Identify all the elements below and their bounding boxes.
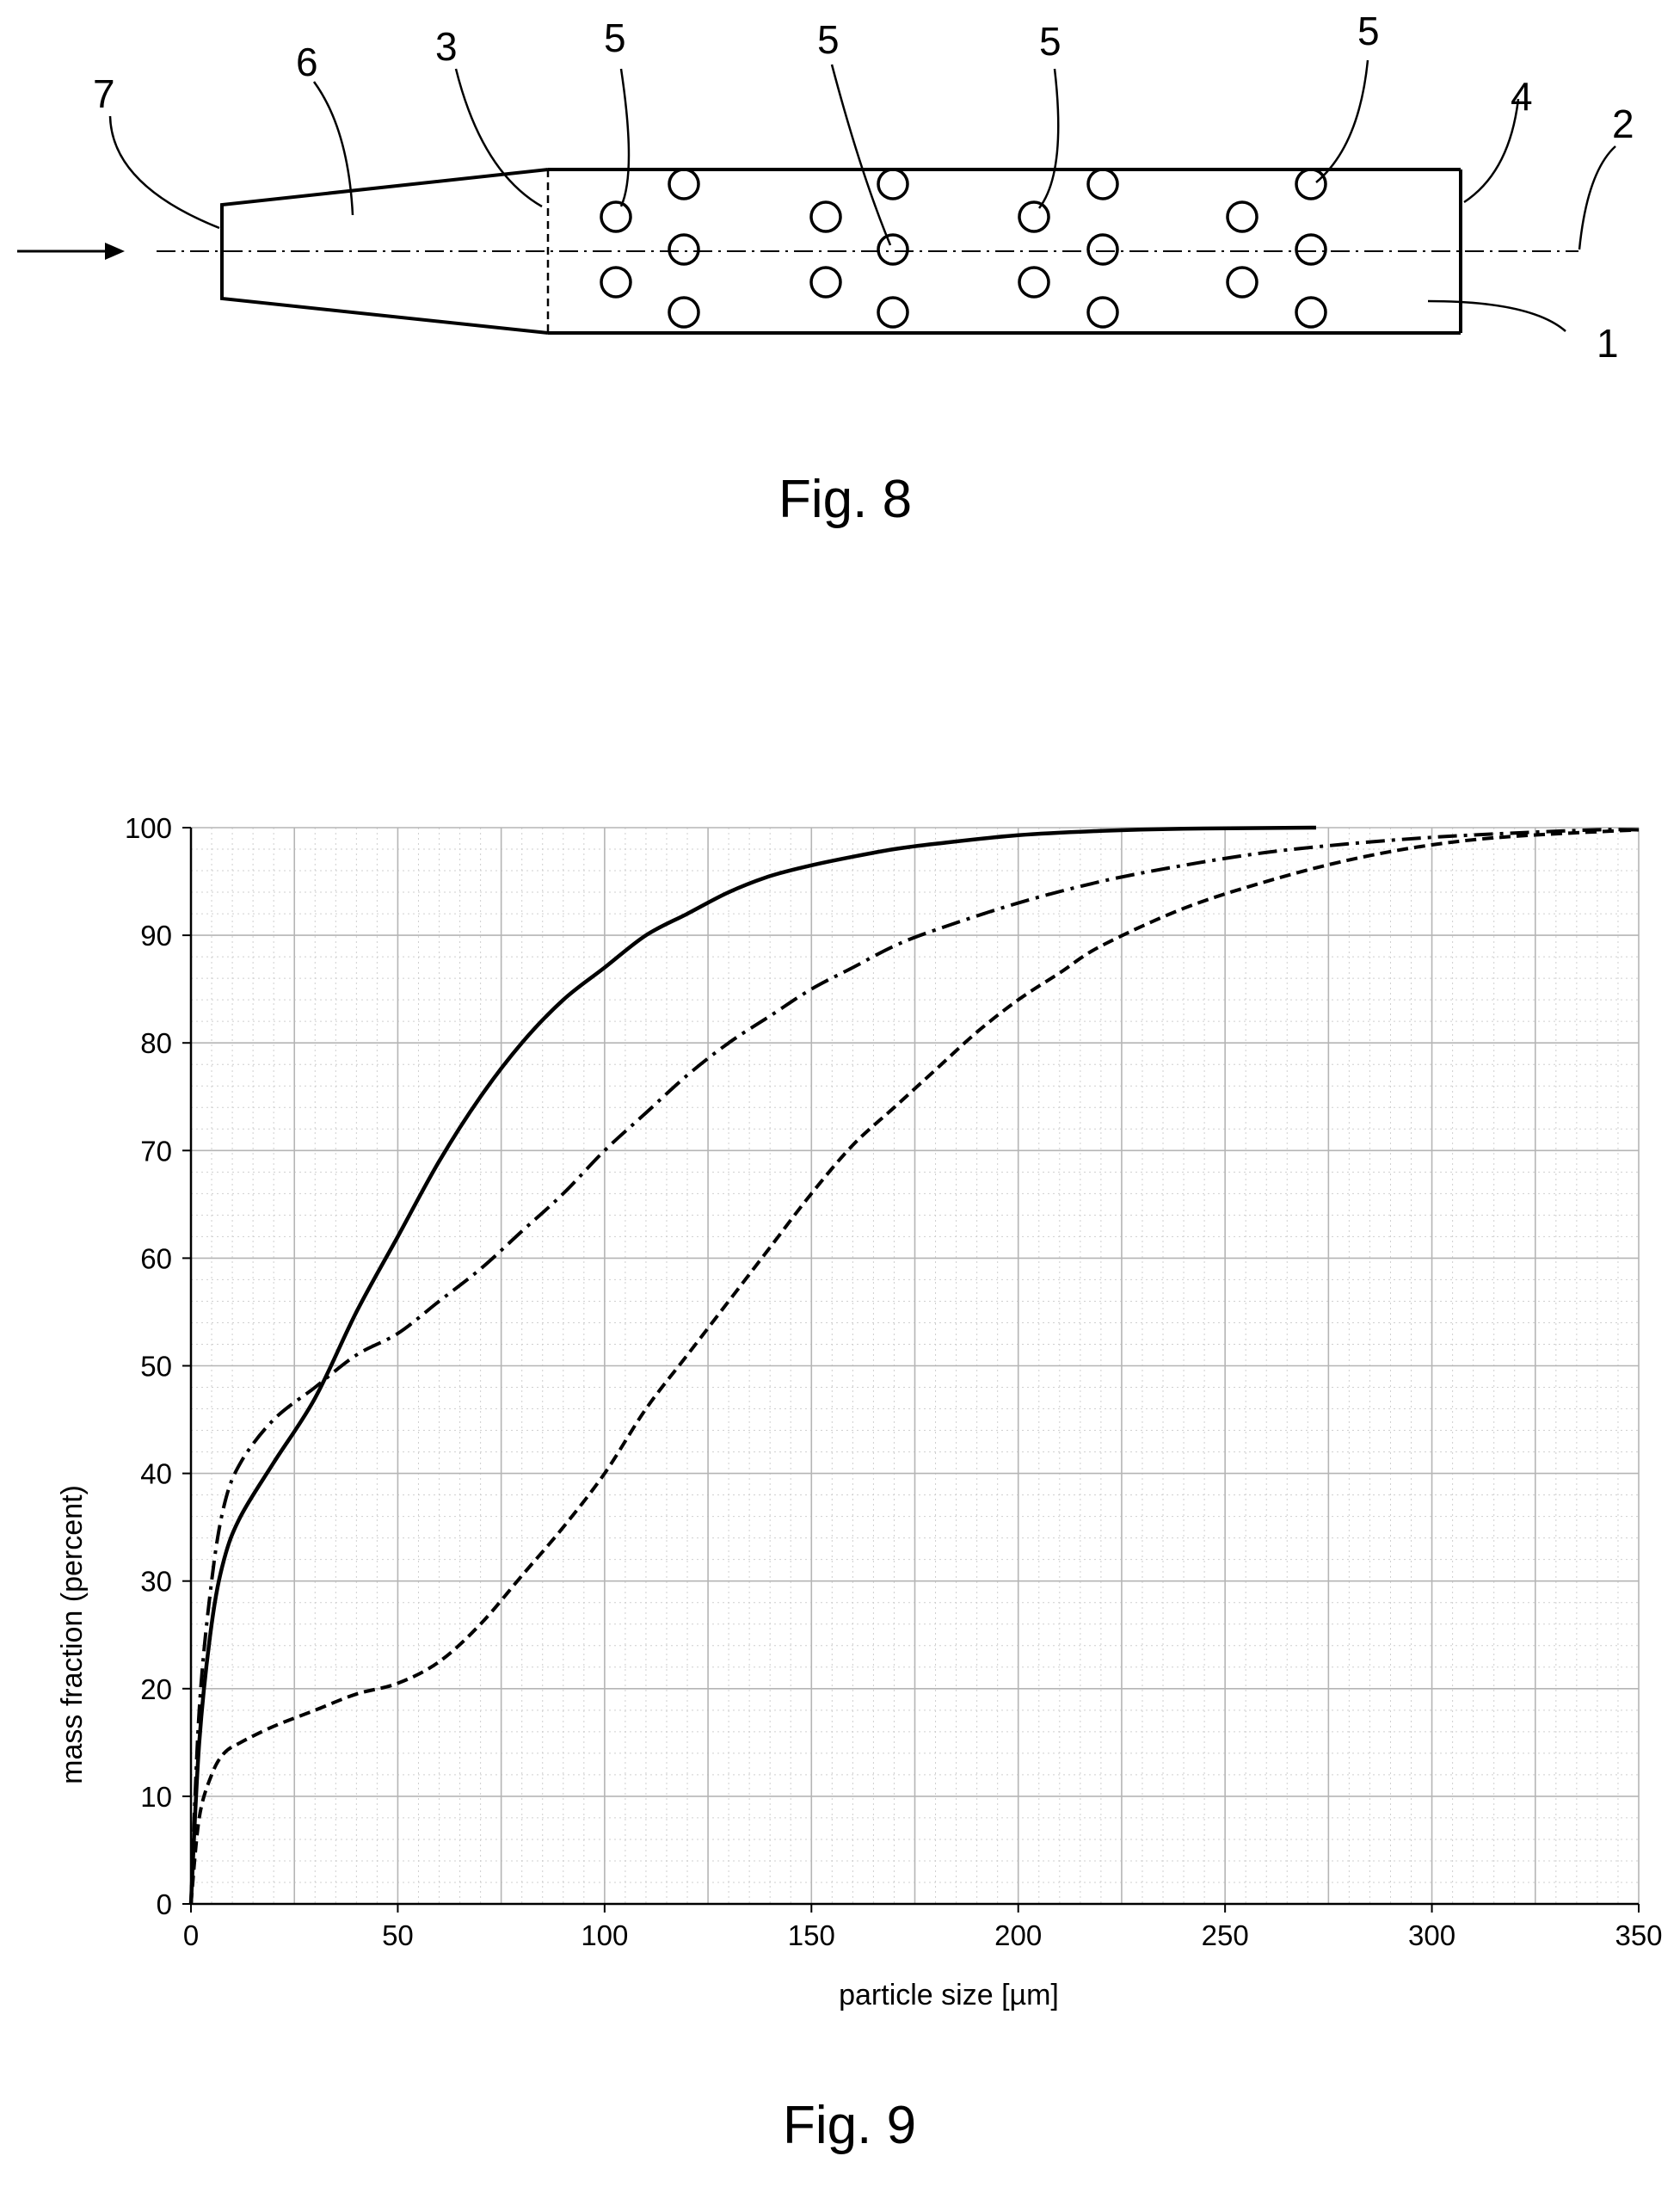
x-tick-label: 150 xyxy=(788,1919,835,1951)
numeral-1: 1 xyxy=(1597,321,1619,366)
opening-circle xyxy=(668,233,700,266)
series-line-dashed xyxy=(189,828,1640,1905)
x-tick-label: 350 xyxy=(1615,1919,1662,1951)
chart-grid xyxy=(191,827,1640,1904)
x-tick-label: 250 xyxy=(1202,1919,1249,1951)
opening-circle xyxy=(1086,296,1119,329)
figure-8-caption: Fig. 8 xyxy=(778,470,913,529)
leader-7 xyxy=(108,115,220,230)
opening-circle xyxy=(668,296,700,329)
figure-9-chart: 0 50 100 150 200 250 300 350 0 10 20 30 40 50 60 70 80 90… xyxy=(56,812,1663,2011)
numeral-5-third: 5 xyxy=(1039,19,1062,64)
y-tick-label: 20 xyxy=(140,1673,172,1705)
y-tick-label: 40 xyxy=(140,1458,172,1490)
leader-5c xyxy=(1038,68,1060,209)
leader-1 xyxy=(1427,299,1566,332)
y-axis-label: mass fraction (percent) xyxy=(56,1485,89,1784)
y-tick-label: 60 xyxy=(140,1242,172,1274)
x-tick-label: 0 xyxy=(183,1919,199,1951)
numeral-4: 4 xyxy=(1511,74,1533,119)
opening-circle xyxy=(1295,296,1327,329)
numeral-6: 6 xyxy=(296,40,318,84)
x-tick-label: 100 xyxy=(581,1919,628,1951)
opening-circle xyxy=(1086,233,1119,266)
opening-circle xyxy=(1018,200,1050,233)
x-axis-label: particle size [µm] xyxy=(839,1979,1059,2011)
opening-circle xyxy=(600,200,632,233)
opening-circle xyxy=(668,168,700,200)
leader-3 xyxy=(454,68,543,208)
leader-lines xyxy=(108,59,1616,332)
series-line-solid xyxy=(188,825,1316,1905)
opening-circle xyxy=(600,266,632,299)
series-line-dash-dot xyxy=(189,828,1640,1905)
leader-6 xyxy=(312,81,354,216)
leader-5d xyxy=(1315,59,1369,183)
chart-series xyxy=(188,825,1640,1905)
opening-circle xyxy=(1226,200,1258,233)
leader-4 xyxy=(1463,98,1520,204)
x-tick-label: 200 xyxy=(994,1919,1042,1951)
opening-circle xyxy=(809,266,842,299)
numeral-5-second: 5 xyxy=(817,17,840,62)
opening-circle xyxy=(1295,233,1327,266)
y-tick-label: 10 xyxy=(140,1781,172,1813)
leader-2 xyxy=(1578,145,1616,250)
chart-axes xyxy=(182,827,1640,1913)
figure-9-caption: Fig. 9 xyxy=(783,2096,917,2155)
numeral-5-fourth: 5 xyxy=(1357,9,1380,53)
figure-8-diagram: 7 6 3 5 5 5 5 4 2 1 xyxy=(17,9,1634,366)
opening-circle xyxy=(877,233,909,266)
x-tick-label: 50 xyxy=(382,1919,414,1951)
leader-5b xyxy=(830,64,892,246)
opening-circle xyxy=(1295,168,1327,200)
y-tick-label: 70 xyxy=(140,1135,172,1167)
leader-5a xyxy=(619,68,631,207)
x-tick-label: 300 xyxy=(1408,1919,1455,1951)
numeral-5-first: 5 xyxy=(604,15,626,60)
opening-circle xyxy=(1018,266,1050,299)
y-tick-label: 50 xyxy=(140,1351,172,1383)
opening-circle xyxy=(1086,168,1119,200)
y-tick-label: 100 xyxy=(125,812,172,844)
y-tick-label: 0 xyxy=(157,1888,172,1920)
y-tick-label: 80 xyxy=(140,1027,172,1059)
y-tick-label: 90 xyxy=(140,920,172,952)
numeral-3: 3 xyxy=(435,24,458,69)
numeral-2: 2 xyxy=(1612,102,1634,146)
opening-circle xyxy=(1226,266,1258,299)
numeral-7: 7 xyxy=(93,71,115,116)
inlet-arrow-head xyxy=(105,243,125,260)
opening-circle xyxy=(877,168,909,200)
openings-group xyxy=(600,168,1327,329)
chart-tick-labels: 0 50 100 150 200 250 300 350 0 10 20 30 40 50 60 70 80 90… xyxy=(125,812,1663,1951)
opening-circle xyxy=(877,296,909,329)
y-tick-label: 30 xyxy=(140,1566,172,1598)
opening-circle xyxy=(809,200,842,233)
